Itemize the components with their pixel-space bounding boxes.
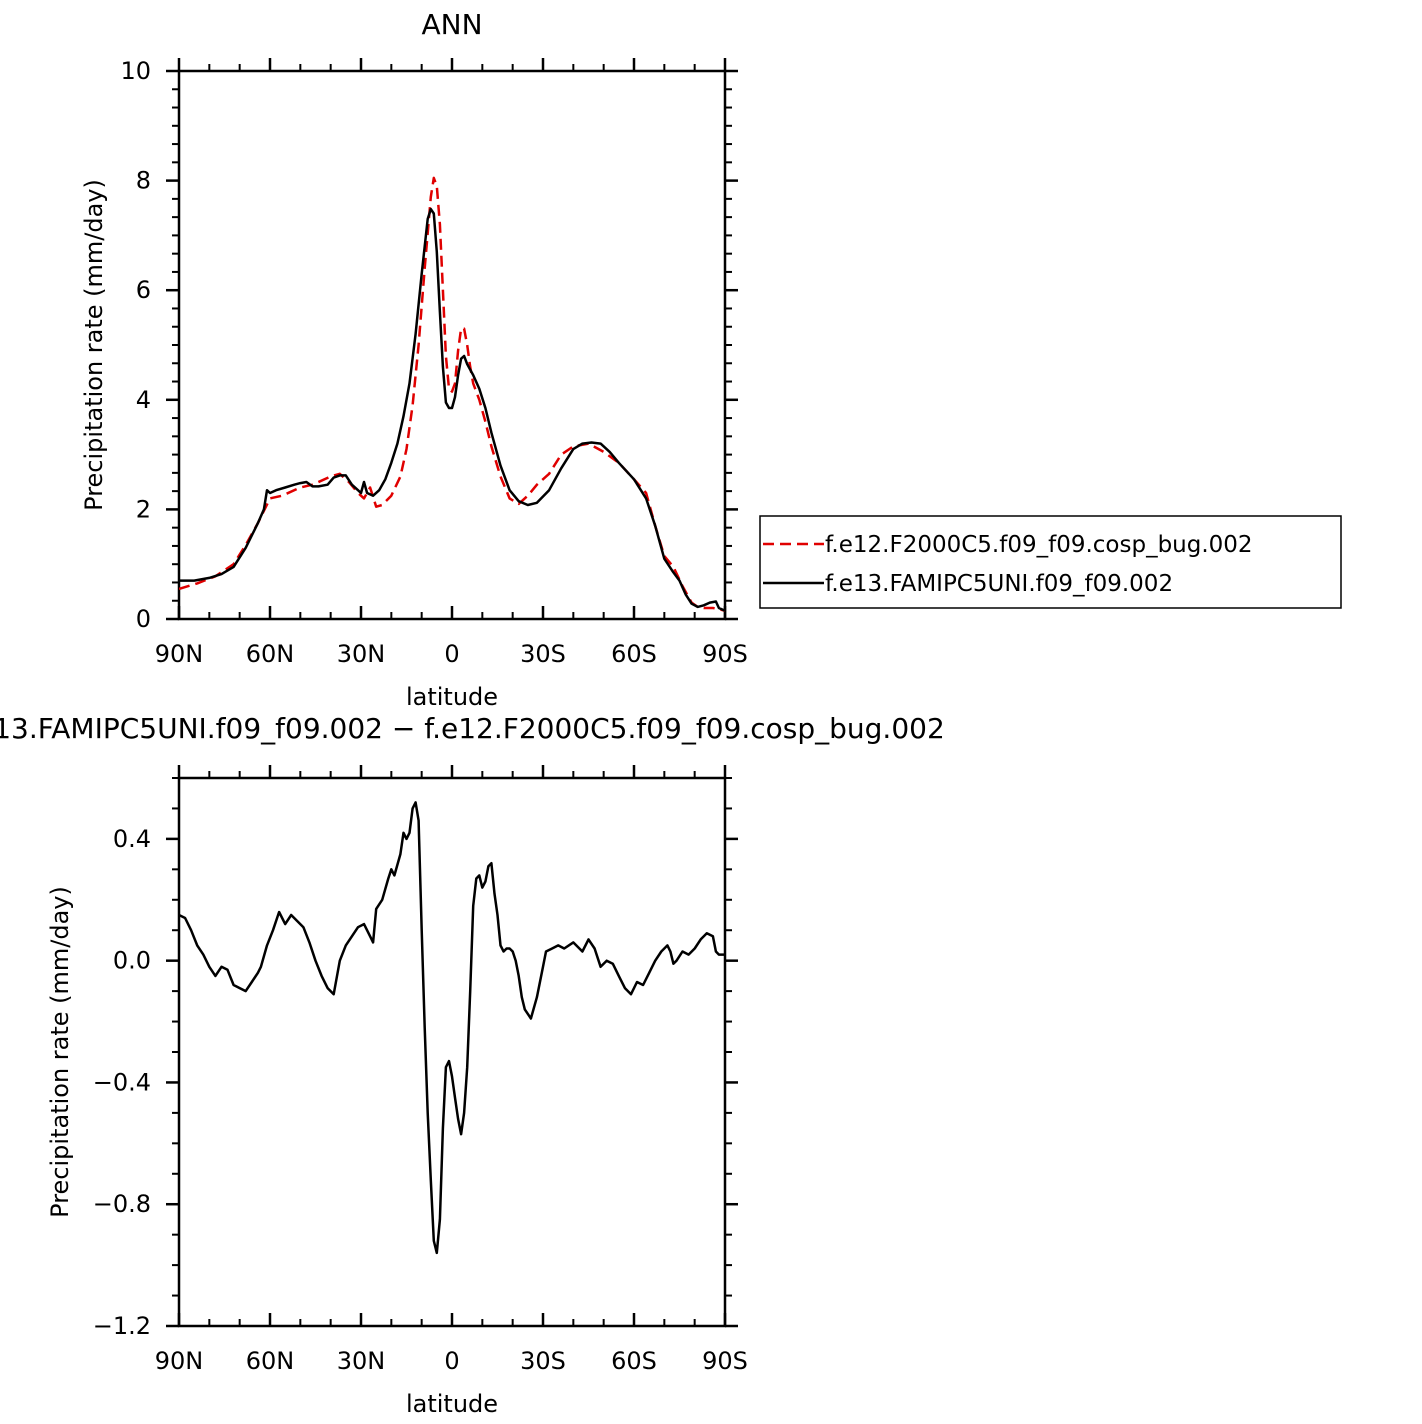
legend-label-cosp-bug: f.e12.F2000C5.f09_f09.cosp_bug.002: [825, 532, 1253, 558]
y-tick-label: 8: [136, 167, 151, 195]
bottom-chart-plot-frame: [177, 776, 727, 1328]
bottom-chart: f.e13.FAMIPC5UNI.f09_f09.002 − f.e12.F20…: [0, 712, 945, 1418]
y-tick-label: 10: [120, 57, 151, 85]
top-chart-plot-frame: [177, 69, 727, 621]
x-tick-label: 60S: [611, 1347, 657, 1375]
bottom-chart-lines: [179, 801, 725, 1255]
y-tick-label: 0.0: [113, 947, 151, 975]
y-tick-label: 6: [136, 276, 151, 304]
top-chart-xlabel: latitude: [406, 683, 498, 711]
series-line-cosp-bug: [179, 176, 725, 613]
bottom-chart-xtick-labels: 90N 60N 30N 0 30S 60S 90S: [155, 1347, 748, 1375]
top-chart: ANN 0 2 4 6 8 10 90N 60N 30N 0 30S 60S 90S latitude…: [80, 8, 748, 711]
x-tick-label: 30N: [337, 640, 386, 668]
x-tick-label: 60N: [246, 640, 295, 668]
y-tick-label: 0: [136, 605, 151, 633]
y-tick-label: −0.8: [93, 1190, 151, 1218]
top-chart-title: ANN: [421, 8, 482, 41]
y-tick-label: 0.4: [113, 825, 151, 853]
series-line-difference: [179, 801, 725, 1255]
legend: f.e12.F2000C5.f09_f09.cosp_bug.002 f.e13…: [759, 515, 1342, 609]
y-tick-label: 4: [136, 386, 151, 414]
top-chart-xtick-labels: 90N 60N 30N 0 30S 60S 90S: [155, 640, 748, 668]
x-tick-label: 30S: [520, 640, 566, 668]
legend-box: [759, 515, 1342, 609]
bottom-chart-title: f.e13.FAMIPC5UNI.f09_f09.002 − f.e12.F20…: [0, 712, 945, 745]
x-tick-label: 0: [444, 640, 459, 668]
top-chart-ylabel: Precipitation rate (mm/day): [80, 179, 108, 511]
top-chart-lines: [179, 176, 725, 613]
x-tick-label: 90S: [702, 1347, 748, 1375]
x-tick-label: 30S: [520, 1347, 566, 1375]
x-tick-label: 90N: [155, 640, 204, 668]
x-tick-label: 90S: [702, 640, 748, 668]
series-line-famipc5uni: [179, 207, 725, 612]
bottom-chart-ylabel: Precipitation rate (mm/day): [46, 886, 74, 1218]
y-tick-label: −1.2: [93, 1312, 151, 1340]
bottom-chart-ticks: [166, 765, 738, 1328]
y-tick-label: −0.4: [93, 1068, 151, 1096]
y-tick-label: 2: [136, 495, 151, 523]
bottom-chart-xlabel: latitude: [406, 1390, 498, 1418]
x-tick-label: 60S: [611, 640, 657, 668]
x-tick-label: 90N: [155, 1347, 204, 1375]
legend-label-famipc5uni: f.e13.FAMIPC5UNI.f09_f09.002: [825, 571, 1173, 597]
x-tick-label: 60N: [246, 1347, 295, 1375]
x-tick-label: 0: [444, 1347, 459, 1375]
x-tick-label: 30N: [337, 1347, 386, 1375]
top-chart-ytick-labels: 0 2 4 6 8 10: [120, 57, 151, 633]
bottom-chart-ytick-labels: 0.4 0.0 −0.4 −0.8 −1.2: [93, 825, 151, 1340]
